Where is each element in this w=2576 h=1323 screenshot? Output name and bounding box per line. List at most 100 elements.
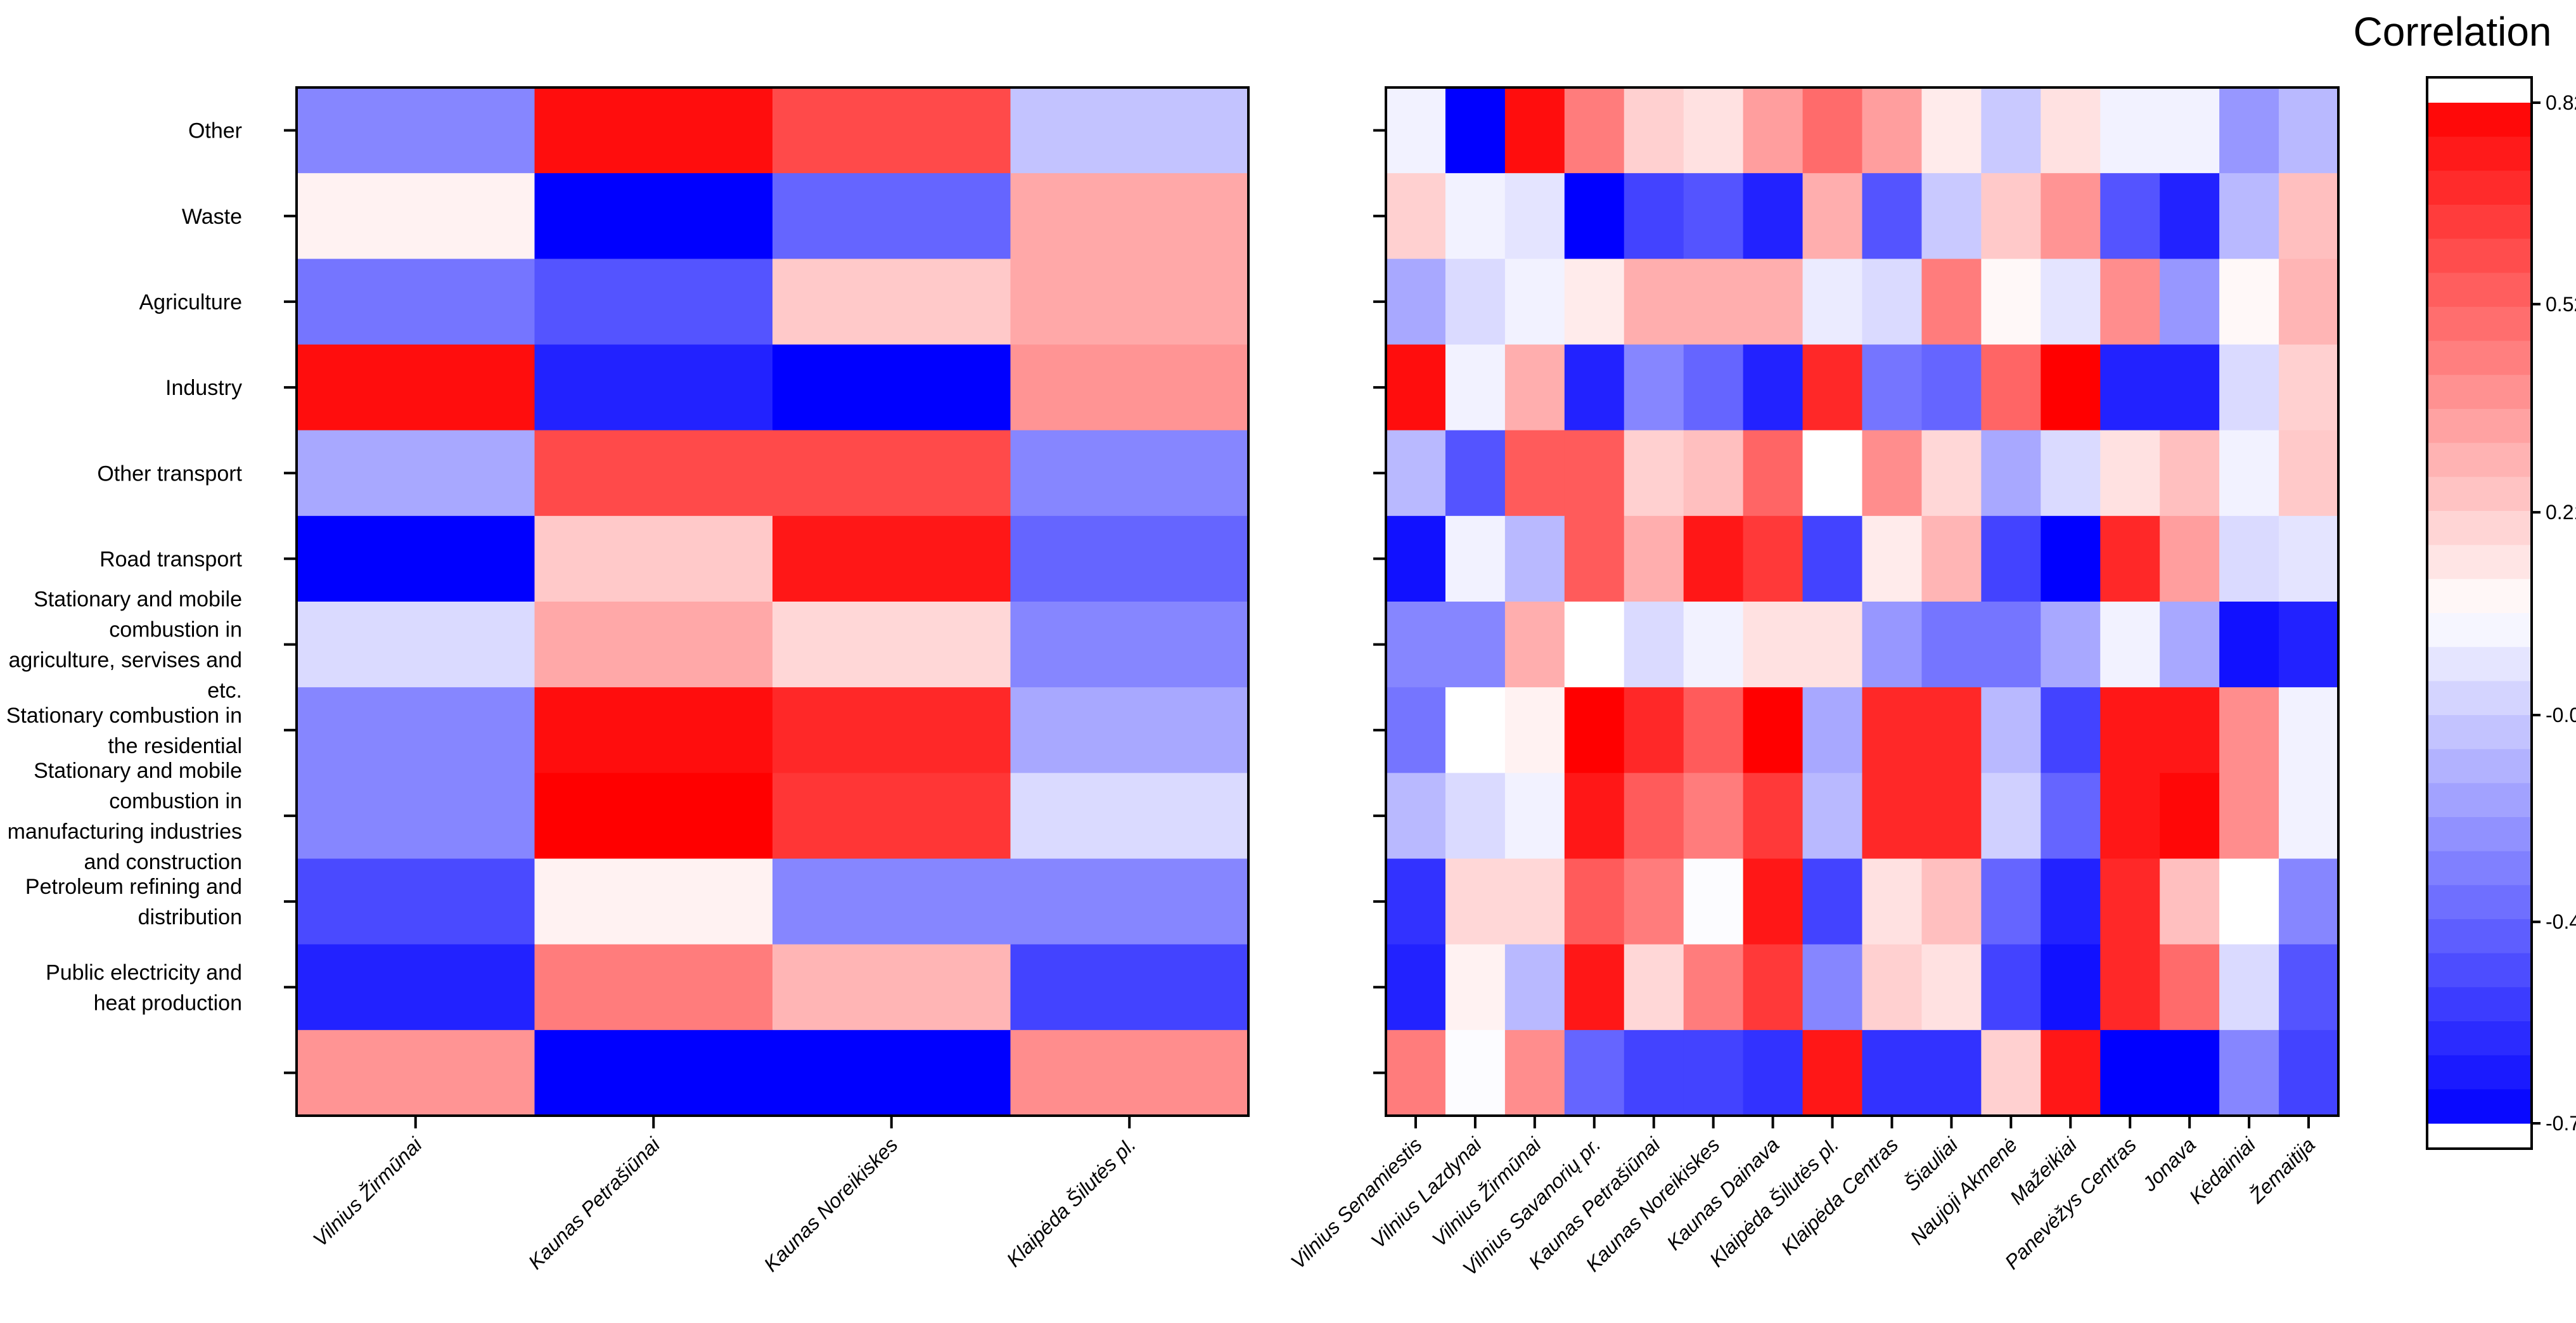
heatmap-cell — [1802, 259, 1863, 345]
heatmap-cell — [1862, 515, 1923, 602]
heatmap-cell — [1802, 944, 1863, 1031]
heatmap-cell — [2160, 87, 2220, 174]
heatmap-cell — [534, 602, 773, 688]
heatmap-cell — [2160, 430, 2220, 517]
row-label: Waste — [182, 205, 242, 229]
heatmap-cell — [1981, 430, 2041, 517]
heatmap-cell — [1386, 259, 1446, 345]
heatmap-cell — [1010, 173, 1249, 259]
row-label: Industry — [165, 376, 242, 400]
heatmap-cell — [1445, 430, 1506, 517]
colorbar-swatch — [2427, 340, 2532, 375]
heatmap-cell — [1564, 259, 1625, 345]
heatmap-cell — [1921, 1029, 1982, 1116]
heatmap-cell — [2100, 430, 2160, 517]
heatmap-cell — [1386, 858, 1446, 945]
heatmap-cell — [1862, 87, 1923, 174]
x-tick-label: Kaunas Dainava — [1662, 1133, 1784, 1255]
heatmap-cell — [1683, 430, 1744, 517]
heatmap-cell — [2279, 259, 2339, 345]
heatmap-cell — [2160, 344, 2220, 431]
heatmap-cell — [772, 602, 1011, 688]
heatmap-cell — [2041, 430, 2101, 517]
colorbar-swatch — [2427, 375, 2532, 410]
heatmap-cell — [1386, 944, 1446, 1031]
heatmap-cell — [297, 430, 535, 517]
colorbar-swatch — [2427, 851, 2532, 886]
heatmap-cell — [2160, 687, 2220, 773]
heatmap-cell — [1802, 515, 1863, 602]
row-label: Other transport — [97, 461, 242, 486]
heatmap-cell — [1386, 87, 1446, 174]
colorbar-title: Correlation — [2353, 9, 2551, 55]
heatmap-cell — [2279, 1029, 2339, 1116]
heatmap-cell — [2219, 602, 2279, 688]
heatmap-cell — [2279, 515, 2339, 602]
heatmap-cell — [1802, 602, 1863, 688]
heatmap-cell — [1445, 944, 1506, 1031]
heatmap-cell — [534, 515, 773, 602]
heatmap-cell — [2100, 173, 2160, 259]
heatmap-cell — [1981, 858, 2041, 945]
heatmap-cell — [1981, 259, 2041, 345]
heatmap-cell — [1445, 515, 1506, 602]
x-tick-label: Kaunas Petrašiūnai — [524, 1133, 665, 1274]
heatmap-cell — [1981, 173, 2041, 259]
heatmap-cell — [1921, 515, 1982, 602]
heatmap-cell — [534, 259, 773, 345]
heatmap-cell — [1683, 259, 1744, 345]
heatmap-cell — [2100, 773, 2160, 860]
heatmap-cell — [1010, 87, 1249, 174]
heatmap-cell — [1564, 344, 1625, 431]
x-tick-label: Vilnius Lazdynai — [1366, 1133, 1486, 1253]
heatmap-cell — [1445, 87, 1506, 174]
heatmap-cell — [1624, 858, 1684, 945]
heatmap-cell — [1010, 944, 1249, 1031]
heatmap-cell — [1743, 173, 1804, 259]
heatmap-cell — [1921, 87, 1982, 174]
heatmap-cell — [2219, 687, 2279, 773]
heatmap-cell — [1981, 773, 2041, 860]
heatmap-cell — [1445, 602, 1506, 688]
heatmap-cell — [1445, 687, 1506, 773]
heatmap-cell — [1921, 173, 1982, 259]
x-tick-label: Kėdainiai — [2184, 1133, 2260, 1208]
heatmap-cell — [2041, 515, 2101, 602]
colorbar-swatch — [2427, 1021, 2532, 1056]
heatmap-cell — [2160, 259, 2220, 345]
heatmap-cell — [1010, 1029, 1249, 1116]
colorbar-swatch — [2427, 103, 2532, 138]
heatmap-cell — [1921, 858, 1982, 945]
heatmap-cell — [2041, 602, 2101, 688]
heatmap-cell — [1743, 430, 1804, 517]
heatmap-cell — [1862, 173, 1923, 259]
heatmap-cell — [1386, 773, 1446, 860]
heatmap-cell — [1504, 602, 1565, 688]
heatmap-cell — [1624, 944, 1684, 1031]
row-label: Agriculture — [139, 290, 242, 314]
colorbar-tick-label: -0.092 — [2546, 704, 2576, 726]
heatmap-cell — [1564, 602, 1625, 688]
heatmap-cell — [2100, 87, 2160, 174]
colorbar-swatch — [2427, 987, 2532, 1022]
heatmap-cell — [2160, 515, 2220, 602]
heatmap-cell — [1743, 515, 1804, 602]
heatmap-cell — [772, 259, 1011, 345]
heatmap-cell — [1624, 602, 1684, 688]
heatmap-cell — [2219, 87, 2279, 174]
heatmap-cell — [1624, 87, 1684, 174]
heatmap-cell — [1743, 259, 1804, 345]
heatmap-cell — [1743, 1029, 1804, 1116]
colorbar-tick-label: 0.82 — [2546, 91, 2576, 114]
colorbar-tick-label: -0.70 — [2546, 1112, 2576, 1135]
heatmap-cell — [1683, 944, 1744, 1031]
heatmap-cell — [2219, 773, 2279, 860]
heatmap-cell — [1802, 430, 1863, 517]
heatmap-cell — [1504, 344, 1565, 431]
heatmap-cell — [772, 687, 1011, 773]
heatmap-cell — [1743, 602, 1804, 688]
panel-frame — [1385, 86, 2340, 1117]
heatmap-cell — [2219, 944, 2279, 1031]
